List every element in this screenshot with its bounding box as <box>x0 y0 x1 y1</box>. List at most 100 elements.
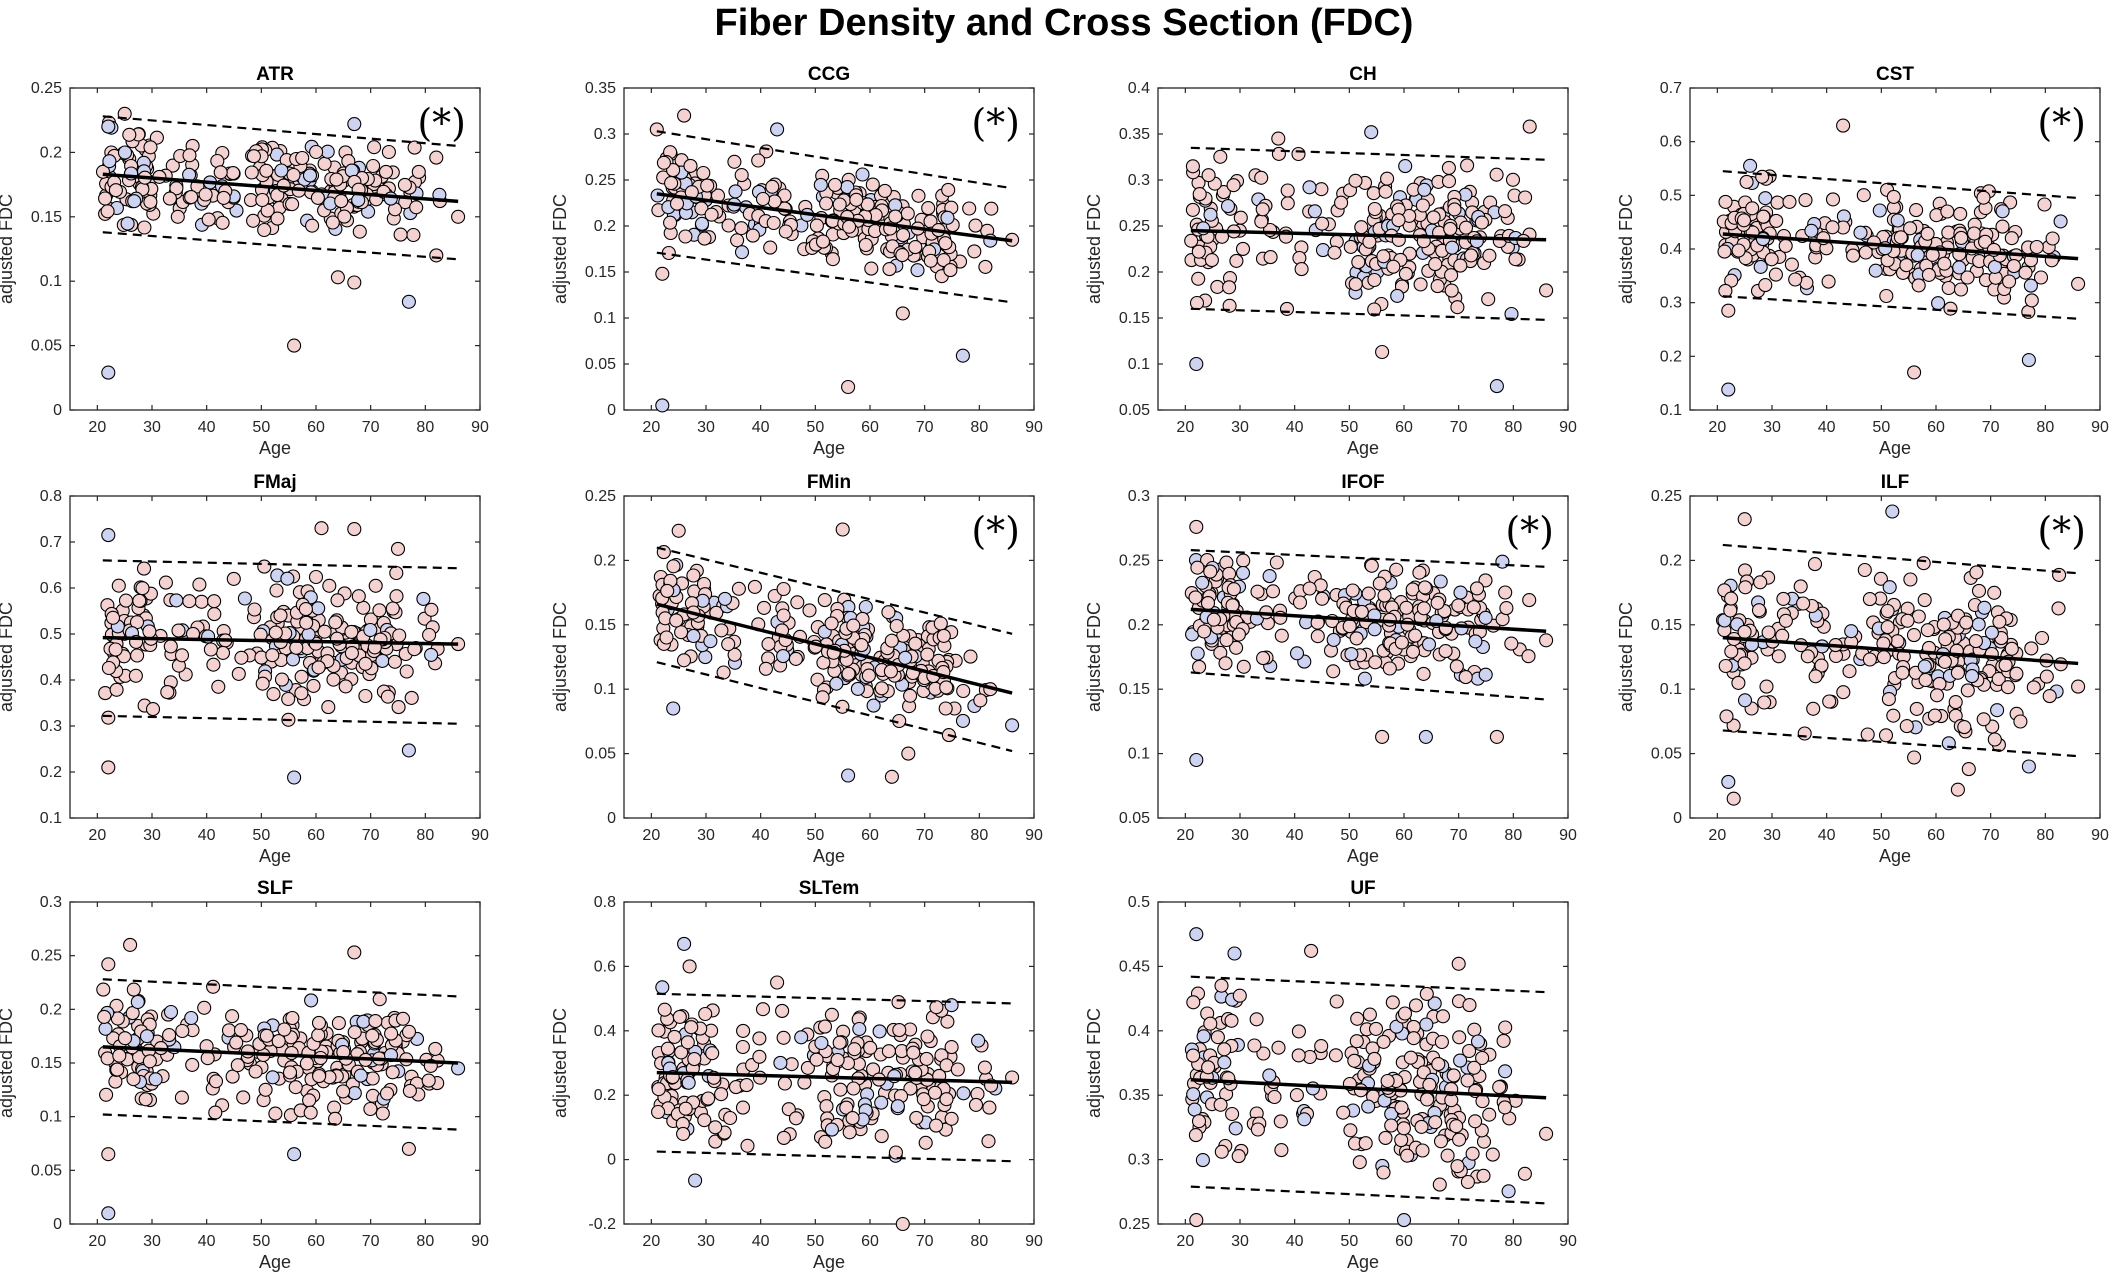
data-point <box>1788 272 1803 287</box>
data-point <box>2039 669 2054 684</box>
data-point <box>1384 1118 1399 1133</box>
y-tick-label: 0.2 <box>40 144 62 161</box>
data-point <box>347 1086 362 1101</box>
data-point <box>672 1009 687 1024</box>
x-tick-label: 60 <box>307 419 325 436</box>
data-point <box>281 691 296 707</box>
data-point <box>1504 636 1519 651</box>
data-point <box>936 628 951 643</box>
data-point <box>736 1023 751 1038</box>
data-point <box>1885 504 1900 519</box>
data-point <box>697 231 712 246</box>
x-tick-label: 40 <box>1286 419 1304 436</box>
data-point <box>1364 125 1379 140</box>
data-point <box>287 338 302 353</box>
data-point <box>1222 280 1237 295</box>
data-point <box>311 1028 326 1043</box>
y-tick-label: 0.2 <box>1128 617 1150 634</box>
data-point <box>1764 252 1779 267</box>
data-point <box>1431 1057 1446 1072</box>
data-point <box>1462 998 1477 1013</box>
data-point <box>379 1086 395 1101</box>
data-point <box>1719 709 1734 724</box>
data-point <box>221 1023 237 1038</box>
data-point <box>389 565 404 581</box>
data-point <box>671 523 686 538</box>
data-point <box>257 559 272 574</box>
data-point <box>1497 1100 1512 1115</box>
data-point <box>1203 1016 1218 1031</box>
data-point <box>1505 172 1521 187</box>
data-point <box>1878 728 1894 743</box>
data-point <box>1315 591 1330 606</box>
data-point <box>1271 146 1286 161</box>
data-point <box>767 194 782 209</box>
data-point <box>314 521 329 536</box>
data-point <box>351 589 366 604</box>
data-point <box>401 743 416 758</box>
data-point <box>1441 160 1456 175</box>
y-tick-label: 0.25 <box>1119 552 1150 569</box>
data-point <box>688 1173 703 1188</box>
data-point <box>294 686 309 701</box>
data-point <box>717 591 733 606</box>
data-point <box>1458 670 1473 685</box>
y-tick-label: 0.6 <box>1660 134 1682 151</box>
data-point <box>1825 220 1840 235</box>
data-point <box>407 140 422 155</box>
data-point <box>1201 168 1216 183</box>
data-point <box>770 122 785 137</box>
data-point <box>832 197 847 212</box>
data-point <box>2004 641 2019 656</box>
data-point <box>684 1020 699 1035</box>
data-point <box>1189 519 1204 534</box>
data-point <box>1385 995 1400 1010</box>
data-point <box>1391 213 1406 228</box>
data-point <box>687 1052 702 1067</box>
data-point <box>1187 1102 1202 1117</box>
data-point <box>1879 288 1894 304</box>
data-point <box>1517 1166 1532 1181</box>
data-point <box>731 581 746 596</box>
data-point <box>758 661 773 676</box>
data-point <box>352 224 367 239</box>
data-point <box>841 768 856 783</box>
data-point <box>714 623 729 638</box>
data-point <box>858 237 873 253</box>
data-point <box>1362 1007 1377 1022</box>
data-point <box>356 1014 371 1029</box>
y-tick-label: 0.25 <box>585 172 616 189</box>
data-point <box>778 224 793 239</box>
data-point <box>728 184 743 199</box>
data-point <box>735 1039 750 1055</box>
data-point <box>1217 1042 1232 1057</box>
x-tick-label: 30 <box>143 419 161 436</box>
data-point <box>703 634 718 649</box>
data-point <box>739 1078 754 1093</box>
y-tick-label: 0.3 <box>594 126 616 143</box>
x-tick-label: 60 <box>1395 1233 1413 1250</box>
data-point <box>678 1101 693 1116</box>
x-tick-label: 60 <box>1927 827 1945 844</box>
data-point <box>258 1082 273 1097</box>
data-point <box>130 994 145 1010</box>
data-point <box>833 1082 848 1097</box>
x-tick-label: 80 <box>416 419 434 436</box>
data-point <box>206 657 221 672</box>
data-point <box>1927 708 1942 723</box>
data-point <box>109 682 124 697</box>
data-point <box>271 1034 286 1049</box>
data-point <box>681 1075 696 1090</box>
data-point <box>259 1028 274 1043</box>
data-point <box>819 196 834 211</box>
data-point <box>123 937 138 952</box>
data-point <box>723 1110 738 1126</box>
data-point <box>1348 173 1363 188</box>
data-point <box>1454 621 1469 636</box>
data-point <box>1921 267 1936 282</box>
data-point <box>306 678 321 693</box>
subplot-title: ILF <box>1881 472 1910 493</box>
x-axis-label: Age <box>1879 438 1911 458</box>
data-point <box>356 600 371 615</box>
data-point <box>809 1052 824 1067</box>
